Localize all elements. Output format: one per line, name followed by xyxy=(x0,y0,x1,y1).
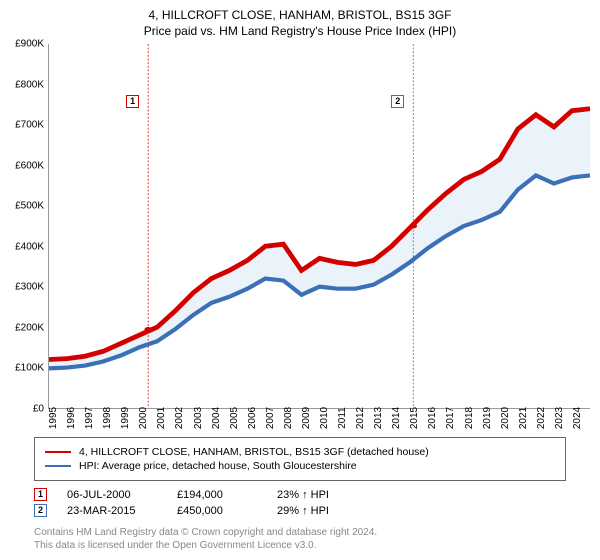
x-tick-label: 2009 xyxy=(301,407,312,429)
x-tick-label: 2019 xyxy=(482,407,493,429)
y-tick-label: £400K xyxy=(15,241,44,252)
x-tick-label: 1999 xyxy=(120,407,131,429)
y-tick-label: £700K xyxy=(15,120,44,131)
x-tick-label: 2015 xyxy=(409,407,420,429)
x-tick-label: 2016 xyxy=(427,407,438,429)
legend: 4, HILLCROFT CLOSE, HANHAM, BRISTOL, BS1… xyxy=(34,437,566,481)
y-tick-label: £800K xyxy=(15,79,44,90)
x-tick-label: 2021 xyxy=(518,407,529,429)
legend-item: 4, HILLCROFT CLOSE, HANHAM, BRISTOL, BS1… xyxy=(45,446,555,458)
footer-line-1: Contains HM Land Registry data © Crown c… xyxy=(34,526,566,539)
x-tick-label: 2011 xyxy=(337,407,348,429)
x-tick-label: 2014 xyxy=(391,407,402,429)
chart-title: 4, HILLCROFT CLOSE, HANHAM, BRISTOL, BS1… xyxy=(6,8,594,22)
sale-marker-1: 1 xyxy=(126,95,139,108)
legend-label: HPI: Average price, detached house, Sout… xyxy=(79,460,357,472)
y-tick-label: £0 xyxy=(33,404,44,415)
sale-row: 1 06-JUL-2000 £194,000 23% ↑ HPI xyxy=(34,488,566,501)
y-axis: £0£100K£200K£300K£400K£500K£600K£700K£80… xyxy=(6,44,48,409)
chart-container: 4, HILLCROFT CLOSE, HANHAM, BRISTOL, BS1… xyxy=(0,0,600,560)
sale-marker-2: 2 xyxy=(391,95,404,108)
x-tick-label: 2020 xyxy=(500,407,511,429)
x-tick-label: 2000 xyxy=(138,407,149,429)
y-tick-label: £600K xyxy=(15,160,44,171)
x-tick-label: 1998 xyxy=(102,407,113,429)
legend-item: HPI: Average price, detached house, Sout… xyxy=(45,460,555,472)
x-tick-label: 2024 xyxy=(572,407,583,429)
x-tick-label: 2007 xyxy=(265,407,276,429)
sale-row: 2 23-MAR-2015 £450,000 29% ↑ HPI xyxy=(34,504,566,517)
y-tick-label: £500K xyxy=(15,201,44,212)
legend-swatch xyxy=(45,451,71,453)
x-tick-label: 2023 xyxy=(554,407,565,429)
x-tick-label: 2003 xyxy=(193,407,204,429)
y-tick-label: £300K xyxy=(15,282,44,293)
footer-line-2: This data is licensed under the Open Gov… xyxy=(34,539,566,552)
y-tick-label: £200K xyxy=(15,322,44,333)
sale-delta: 23% ↑ HPI xyxy=(277,489,329,501)
x-tick-label: 1995 xyxy=(48,407,59,429)
sale-date: 06-JUL-2000 xyxy=(67,489,157,501)
sale-price: £450,000 xyxy=(177,505,257,517)
sale-price: £194,000 xyxy=(177,489,257,501)
x-tick-label: 2001 xyxy=(156,407,167,429)
x-tick-label: 1996 xyxy=(66,407,77,429)
x-tick-label: 1997 xyxy=(84,407,95,429)
x-tick-label: 2010 xyxy=(319,407,330,429)
x-tick-label: 2006 xyxy=(247,407,258,429)
sales-table: 1 06-JUL-2000 £194,000 23% ↑ HPI 2 23-MAR-201… xyxy=(6,485,594,520)
sale-delta: 29% ↑ HPI xyxy=(277,505,329,517)
x-axis: 1995 1996 1997 1998 1999 2000 2001 2002 2003 2004… xyxy=(48,409,590,429)
legend-swatch xyxy=(45,465,71,467)
plot-area: 12 xyxy=(48,44,590,409)
y-tick-label: £900K xyxy=(15,39,44,50)
x-tick-label: 2002 xyxy=(174,407,185,429)
x-tick-label: 2018 xyxy=(464,407,475,429)
x-tick-label: 2008 xyxy=(283,407,294,429)
chart-subtitle: Price paid vs. HM Land Registry's House … xyxy=(6,24,594,38)
x-tick-label: 2012 xyxy=(355,407,366,429)
chart-area: £0 £100K £200K £300K £400K £500K £600K £700K £80… xyxy=(6,44,594,429)
legend-label: 4, HILLCROFT CLOSE, HANHAM, BRISTOL, BS1… xyxy=(79,446,429,458)
x-tick-label: 2004 xyxy=(211,407,222,429)
x-tick-label: 2022 xyxy=(536,407,547,429)
sale-marker-icon: 1 xyxy=(34,488,47,501)
x-tick-label: 2017 xyxy=(445,407,456,429)
x-tick-label: 2013 xyxy=(373,407,384,429)
x-tick-label: 2005 xyxy=(229,407,240,429)
footer: Contains HM Land Registry data © Crown c… xyxy=(34,526,566,552)
sale-marker-icon: 2 xyxy=(34,504,47,517)
sale-date: 23-MAR-2015 xyxy=(67,505,157,517)
y-tick-label: £100K xyxy=(15,363,44,374)
